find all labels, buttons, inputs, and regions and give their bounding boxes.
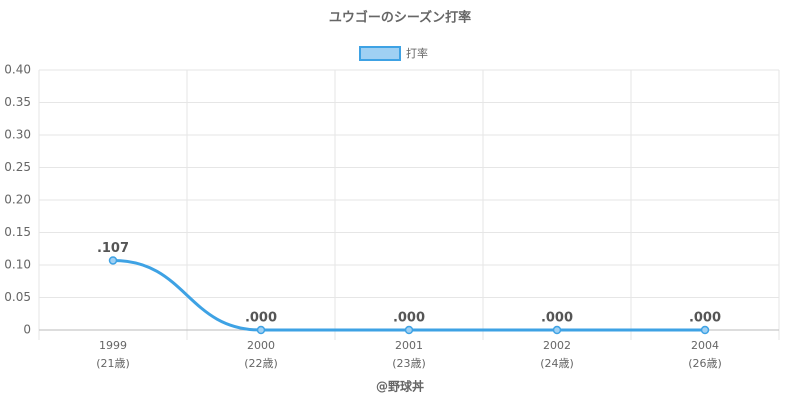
y-tick-label: 0.10 — [4, 258, 31, 272]
x-tick-label: 2004 — [691, 339, 719, 352]
credit: @野球丼 — [376, 379, 424, 394]
y-tick-label: 0.40 — [4, 63, 31, 77]
y-tick-label: 0.20 — [4, 193, 31, 207]
y-tick-label: 0.35 — [4, 95, 31, 109]
x-tick-sublabel: (26歳) — [688, 357, 722, 370]
x-tick-label: 1999 — [99, 339, 127, 352]
x-tick-label: 2001 — [395, 339, 423, 352]
x-tick-sublabel: (23歳) — [392, 357, 426, 370]
x-tick-label: 2002 — [543, 339, 571, 352]
value-label: .000 — [689, 311, 721, 326]
y-tick-label: 0 — [23, 323, 31, 337]
data-point — [256, 325, 266, 335]
x-tick-sublabel: (24歳) — [540, 357, 574, 370]
y-tick-label: 0.30 — [4, 128, 31, 142]
y-tick-label: 0.05 — [4, 290, 31, 304]
data-point — [404, 325, 414, 335]
data-point — [108, 256, 118, 265]
value-label: .107 — [97, 241, 129, 256]
value-label: .000 — [245, 311, 277, 326]
value-label: .000 — [541, 311, 573, 326]
legend-swatch — [359, 46, 401, 61]
x-tick-sublabel: (21歳) — [96, 357, 130, 370]
data-point — [552, 325, 562, 335]
y-tick-label: 0.15 — [4, 225, 31, 239]
data-point — [700, 325, 710, 335]
value-label: .000 — [393, 311, 425, 326]
x-tick-label: 2000 — [247, 339, 275, 352]
legend-label: 打率 — [406, 46, 428, 60]
y-tick-label: 0.25 — [4, 160, 31, 174]
chart-title: ユウゴーのシーズン打率 — [329, 10, 471, 26]
x-tick-sublabel: (22歳) — [244, 357, 278, 370]
